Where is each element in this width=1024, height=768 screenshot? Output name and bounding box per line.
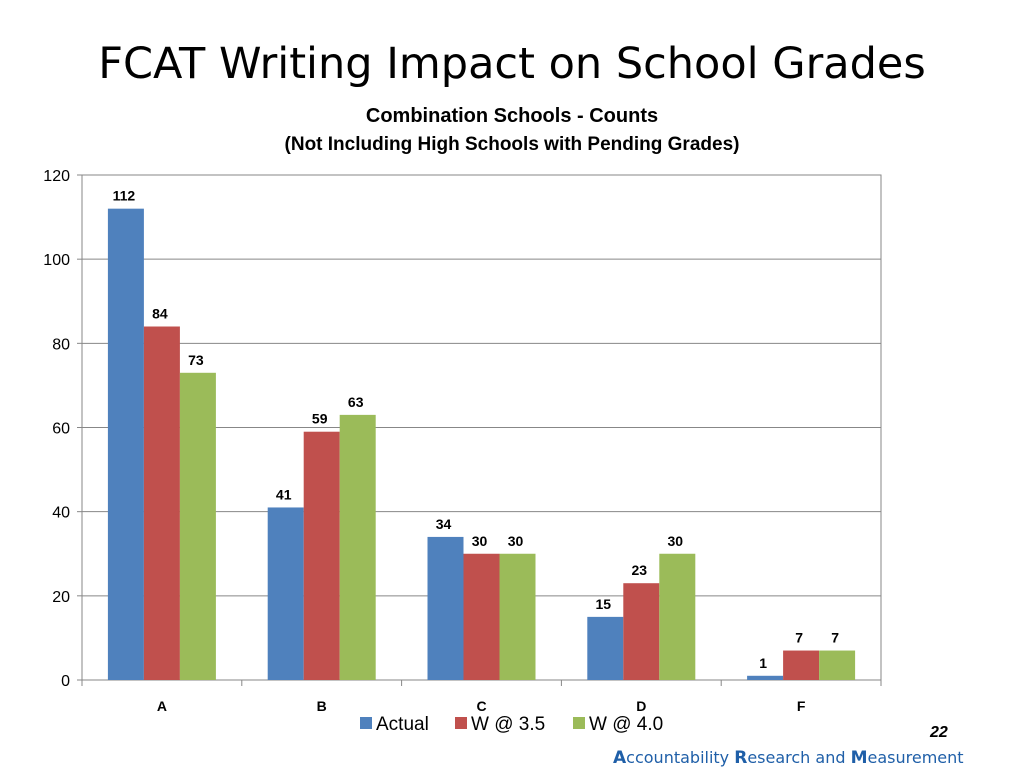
bar xyxy=(107,208,144,680)
bar xyxy=(587,616,624,680)
x-tick-label: C xyxy=(476,698,486,714)
page-number: 22 xyxy=(930,724,948,741)
data-label: 34 xyxy=(436,516,452,532)
chart-title: Combination Schools - Counts xyxy=(365,105,659,127)
bar xyxy=(819,650,856,680)
legend-label: W @ 3.5 xyxy=(471,714,545,735)
data-label: 112 xyxy=(113,188,136,204)
y-tick-label: 0 xyxy=(61,673,70,690)
data-label: 63 xyxy=(348,394,364,410)
y-tick-label: 40 xyxy=(52,505,70,522)
footer-word-a: ccountability xyxy=(626,748,735,767)
legend-label: Actual xyxy=(376,714,429,735)
footer-org-name: Accountability Research and Measurement xyxy=(613,748,964,768)
data-label: 84 xyxy=(152,306,168,322)
chart-subtitle: (Not Including High Schools with Pending… xyxy=(284,134,740,155)
legend-label: W @ 4.0 xyxy=(589,714,663,735)
y-tick-label: 80 xyxy=(52,336,70,353)
y-tick-label: 120 xyxy=(43,168,70,185)
bar xyxy=(143,326,180,680)
legend-swatch xyxy=(573,717,585,729)
bar xyxy=(623,583,660,680)
footer-cap-m: M xyxy=(850,748,868,768)
bar xyxy=(179,372,216,680)
x-tick-label: D xyxy=(636,698,646,714)
bar xyxy=(339,414,376,680)
slide-title: FCAT Writing Impact on School Grades xyxy=(98,39,926,89)
footer-cap-r: R xyxy=(734,748,748,768)
data-label: 73 xyxy=(188,352,204,368)
data-label: 1 xyxy=(759,655,767,671)
x-tick-label: F xyxy=(797,698,806,714)
bar xyxy=(747,675,784,680)
y-tick-label: 60 xyxy=(52,421,70,438)
y-tick-label: 20 xyxy=(52,589,70,606)
x-tick-label: B xyxy=(317,698,327,714)
y-tick-label: 100 xyxy=(43,252,70,269)
data-label: 7 xyxy=(831,630,839,646)
bar xyxy=(659,553,696,680)
data-label: 15 xyxy=(596,596,612,612)
data-label: 59 xyxy=(312,411,328,427)
footer-word-m: easurement xyxy=(867,748,964,767)
data-label: 23 xyxy=(632,562,648,578)
data-label: 30 xyxy=(508,533,524,549)
bar xyxy=(463,553,500,680)
legend-swatch xyxy=(360,717,372,729)
bar xyxy=(303,431,340,680)
bar xyxy=(499,553,536,680)
x-tick-label: A xyxy=(157,698,167,714)
footer-word-r: esearch and xyxy=(747,748,851,767)
bar xyxy=(783,650,820,680)
data-label: 30 xyxy=(668,533,684,549)
footer-cap-a: A xyxy=(613,748,627,768)
data-label: 30 xyxy=(472,533,488,549)
data-label: 41 xyxy=(276,486,292,502)
bar xyxy=(427,536,464,680)
bar xyxy=(267,507,304,680)
data-label: 7 xyxy=(795,630,803,646)
legend-swatch xyxy=(455,717,467,729)
